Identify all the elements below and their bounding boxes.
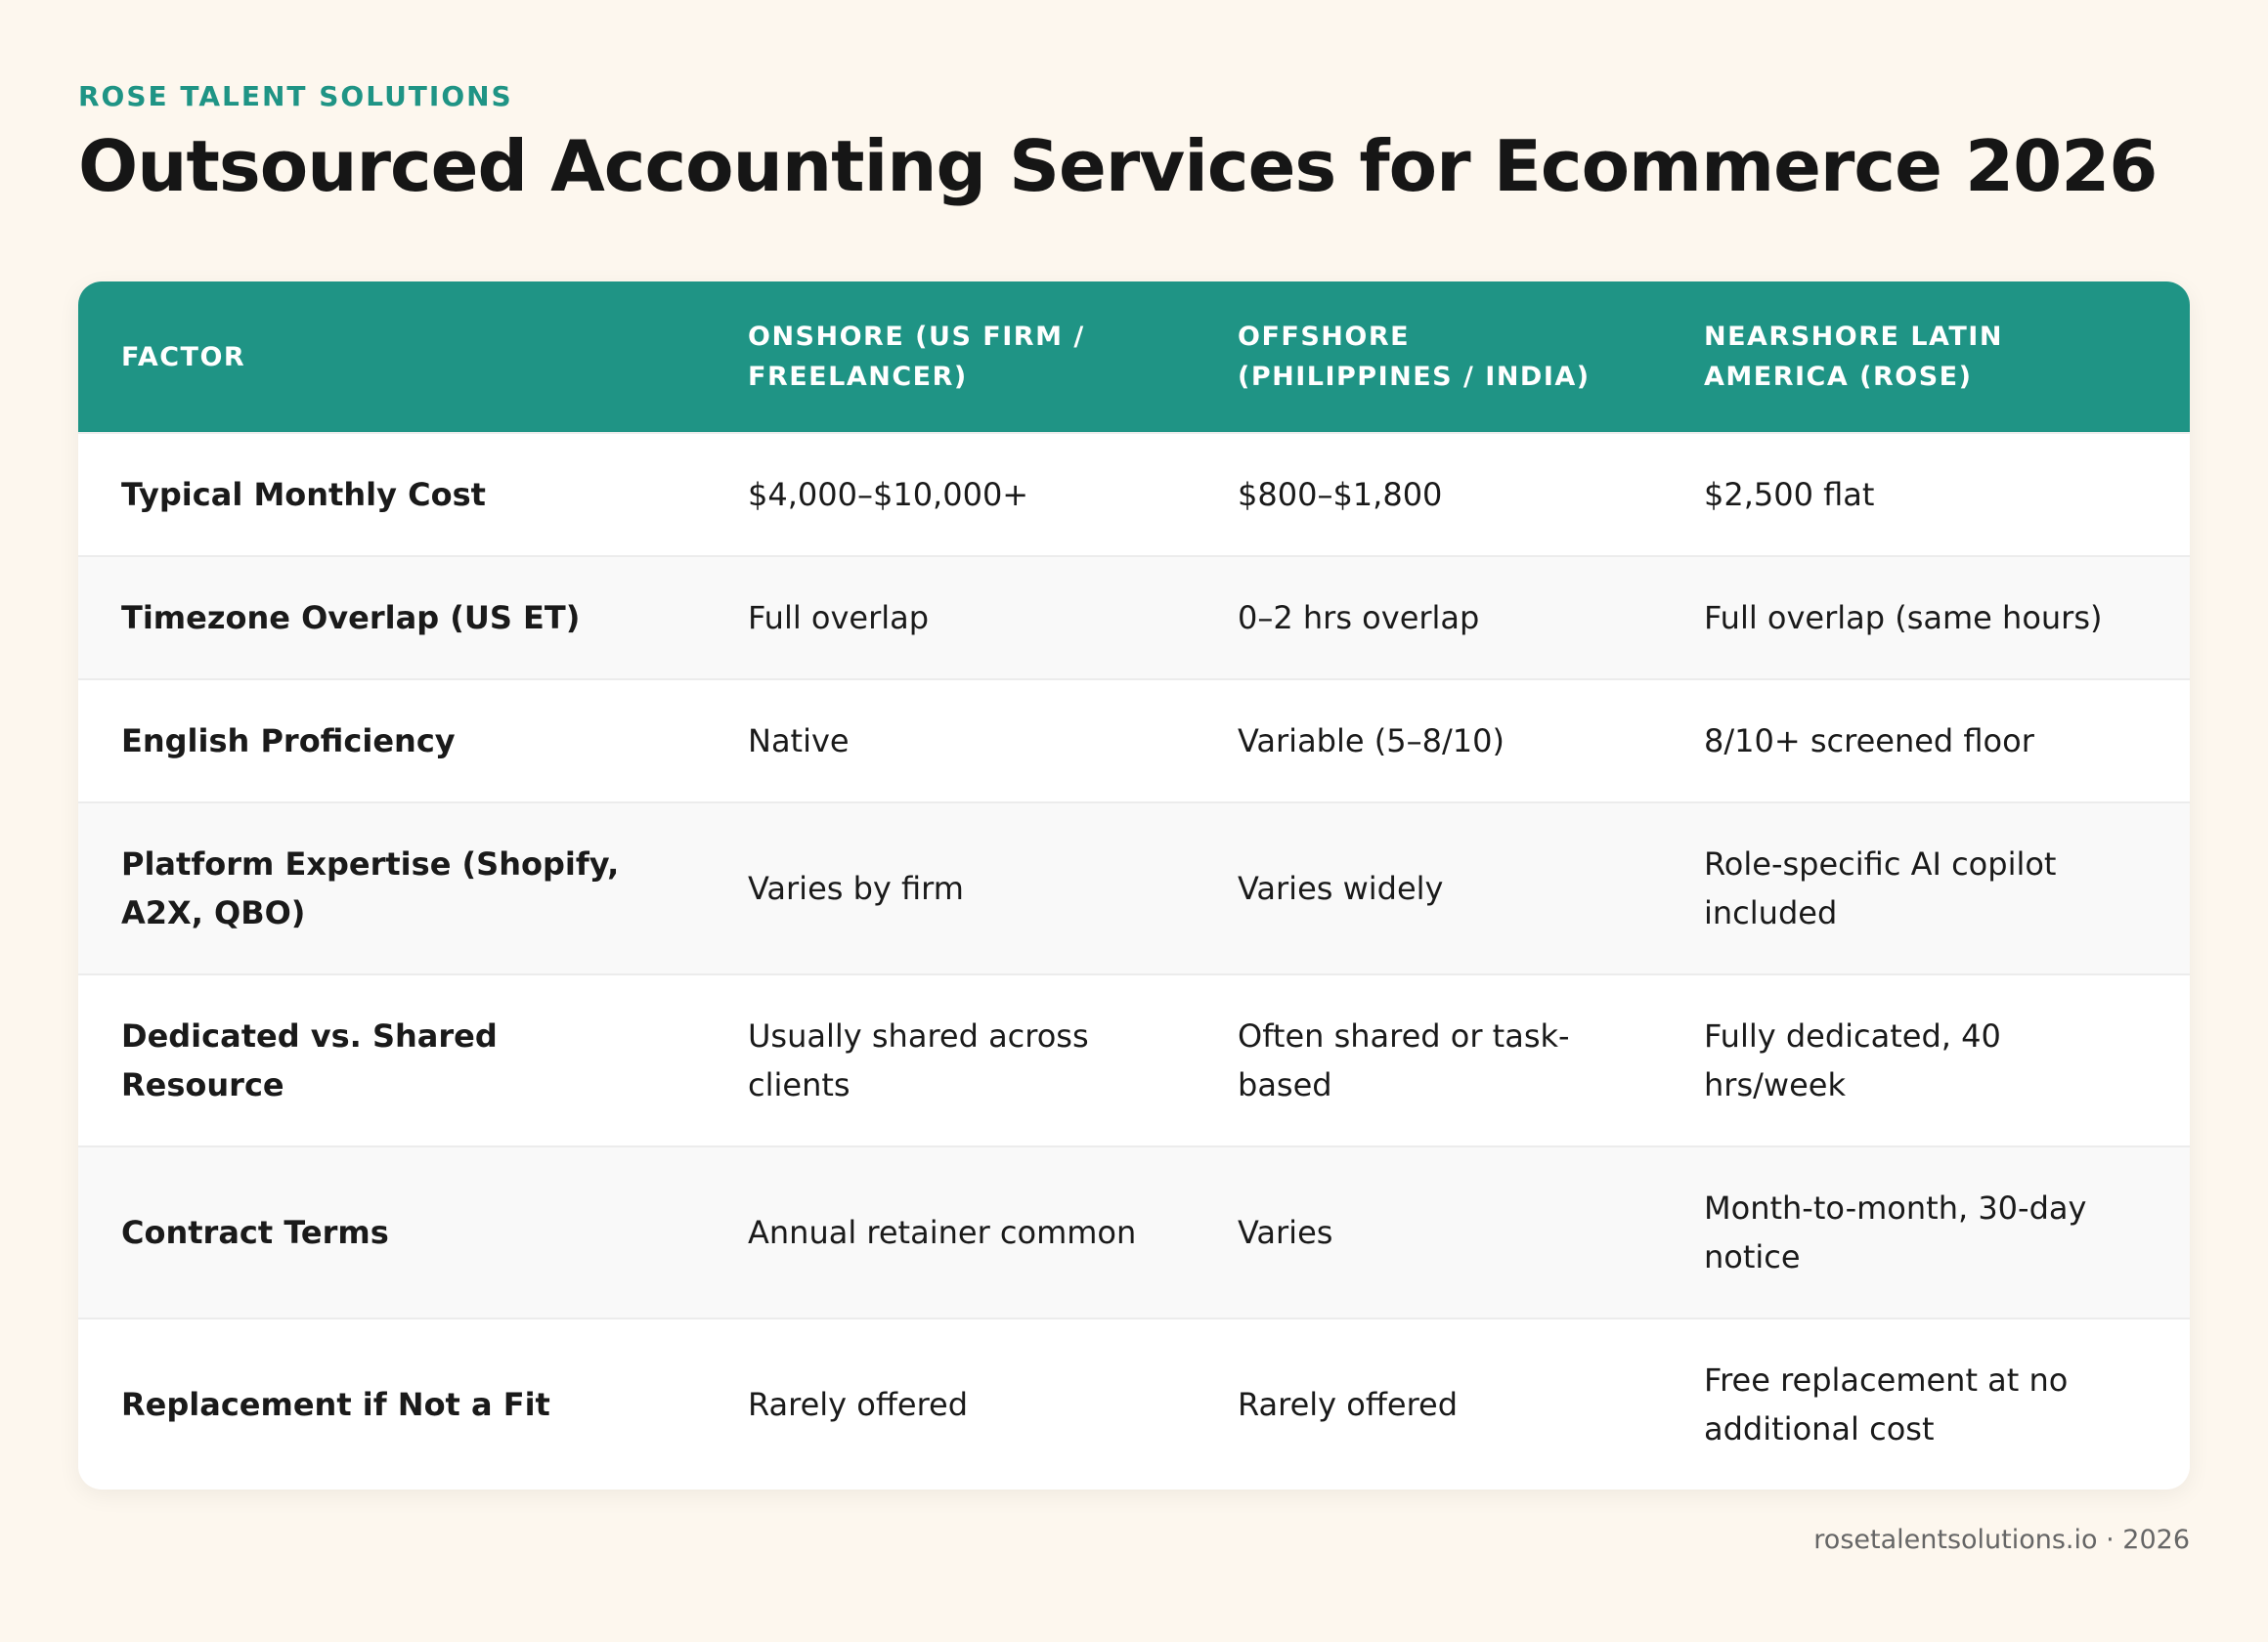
table-cell: 0–2 hrs overlap <box>1195 555 1661 679</box>
table-row: Platform Expertise (Shopify, A2X, QBO) Va… <box>78 801 2190 974</box>
table-cell: Rarely offered <box>1195 1318 1661 1490</box>
table-cell: Variable (5–8/10) <box>1195 678 1661 802</box>
table-cell: Varies widely <box>1195 801 1661 974</box>
table-cell: 8/10+ screened floor <box>1661 678 2190 802</box>
factor-cell: Timezone Overlap (US ET) <box>78 555 705 679</box>
table-cell: Usually shared across clients <box>705 973 1195 1146</box>
factor-cell: Platform Expertise (Shopify, A2X, QBO) <box>78 801 705 974</box>
table-cell: Annual retainer common <box>705 1145 1195 1318</box>
factor-cell: Typical Monthly Cost <box>78 432 705 556</box>
table-cell: Rarely offered <box>705 1318 1195 1490</box>
table-row: Replacement if Not a Fit Rarely offered Ra… <box>78 1318 2190 1490</box>
factor-cell: Contract Terms <box>78 1145 705 1318</box>
table-row: English Proficiency Native Variable (5–8/1… <box>78 678 2190 802</box>
column-header: FACTOR <box>78 281 705 433</box>
column-header: NEARSHORE LATIN AMERICA (ROSE) <box>1661 281 2190 433</box>
factor-cell: Replacement if Not a Fit <box>78 1318 705 1490</box>
table-cell: Full overlap (same hours) <box>1661 555 2190 679</box>
table-row: Dedicated vs. Shared Resource Usually sha… <box>78 973 2190 1146</box>
factor-cell: English Proficiency <box>78 678 705 802</box>
table-cell: Often shared or task-based <box>1195 973 1661 1146</box>
header-row: FACTOR ONSHORE (US FIRM / FREELANCER) OFFS… <box>78 281 2190 433</box>
table-row: Typical Monthly Cost $4,000–$10,000+ $800–… <box>78 432 2190 556</box>
column-header: OFFSHORE (PHILIPPINES / INDIA) <box>1195 281 1661 433</box>
comparison-table: FACTOR ONSHORE (US FIRM / FREELANCER) OFFS… <box>78 281 2190 1490</box>
table-cell: $800–$1,800 <box>1195 432 1661 556</box>
table-cell: Varies by firm <box>705 801 1195 974</box>
table-cell: $4,000–$10,000+ <box>705 432 1195 556</box>
table-body: Typical Monthly Cost $4,000–$10,000+ $800–… <box>78 432 2190 1490</box>
factor-cell: Dedicated vs. Shared Resource <box>78 973 705 1146</box>
page-title: Outsourced Accounting Services for Ecomm… <box>78 125 2158 207</box>
footer: rosetalentsolutions.io · 2026 <box>1813 1525 2190 1555</box>
table-cell: Fully dedicated, 40 hrs/week <box>1661 973 2190 1146</box>
table-cell: Varies <box>1195 1145 1661 1318</box>
table-cell: Free replacement at no additional cost <box>1661 1318 2190 1490</box>
brand: ROSE TALENT SOLUTIONS <box>78 80 513 112</box>
table-cell: $2,500 flat <box>1661 432 2190 556</box>
table-row: Timezone Overlap (US ET) Full overlap 0–2 … <box>78 555 2190 679</box>
table-cell: Role-specific AI copilot included <box>1661 801 2190 974</box>
table-cell: Month-to-month, 30-day notice <box>1661 1145 2190 1318</box>
table-row: Contract Terms Annual retainer common Vari… <box>78 1145 2190 1318</box>
table-card: FACTOR ONSHORE (US FIRM / FREELANCER) OFFS… <box>78 281 2190 1490</box>
table-cell: Native <box>705 678 1195 802</box>
table-cell: Full overlap <box>705 555 1195 679</box>
column-header: ONSHORE (US FIRM / FREELANCER) <box>705 281 1195 433</box>
